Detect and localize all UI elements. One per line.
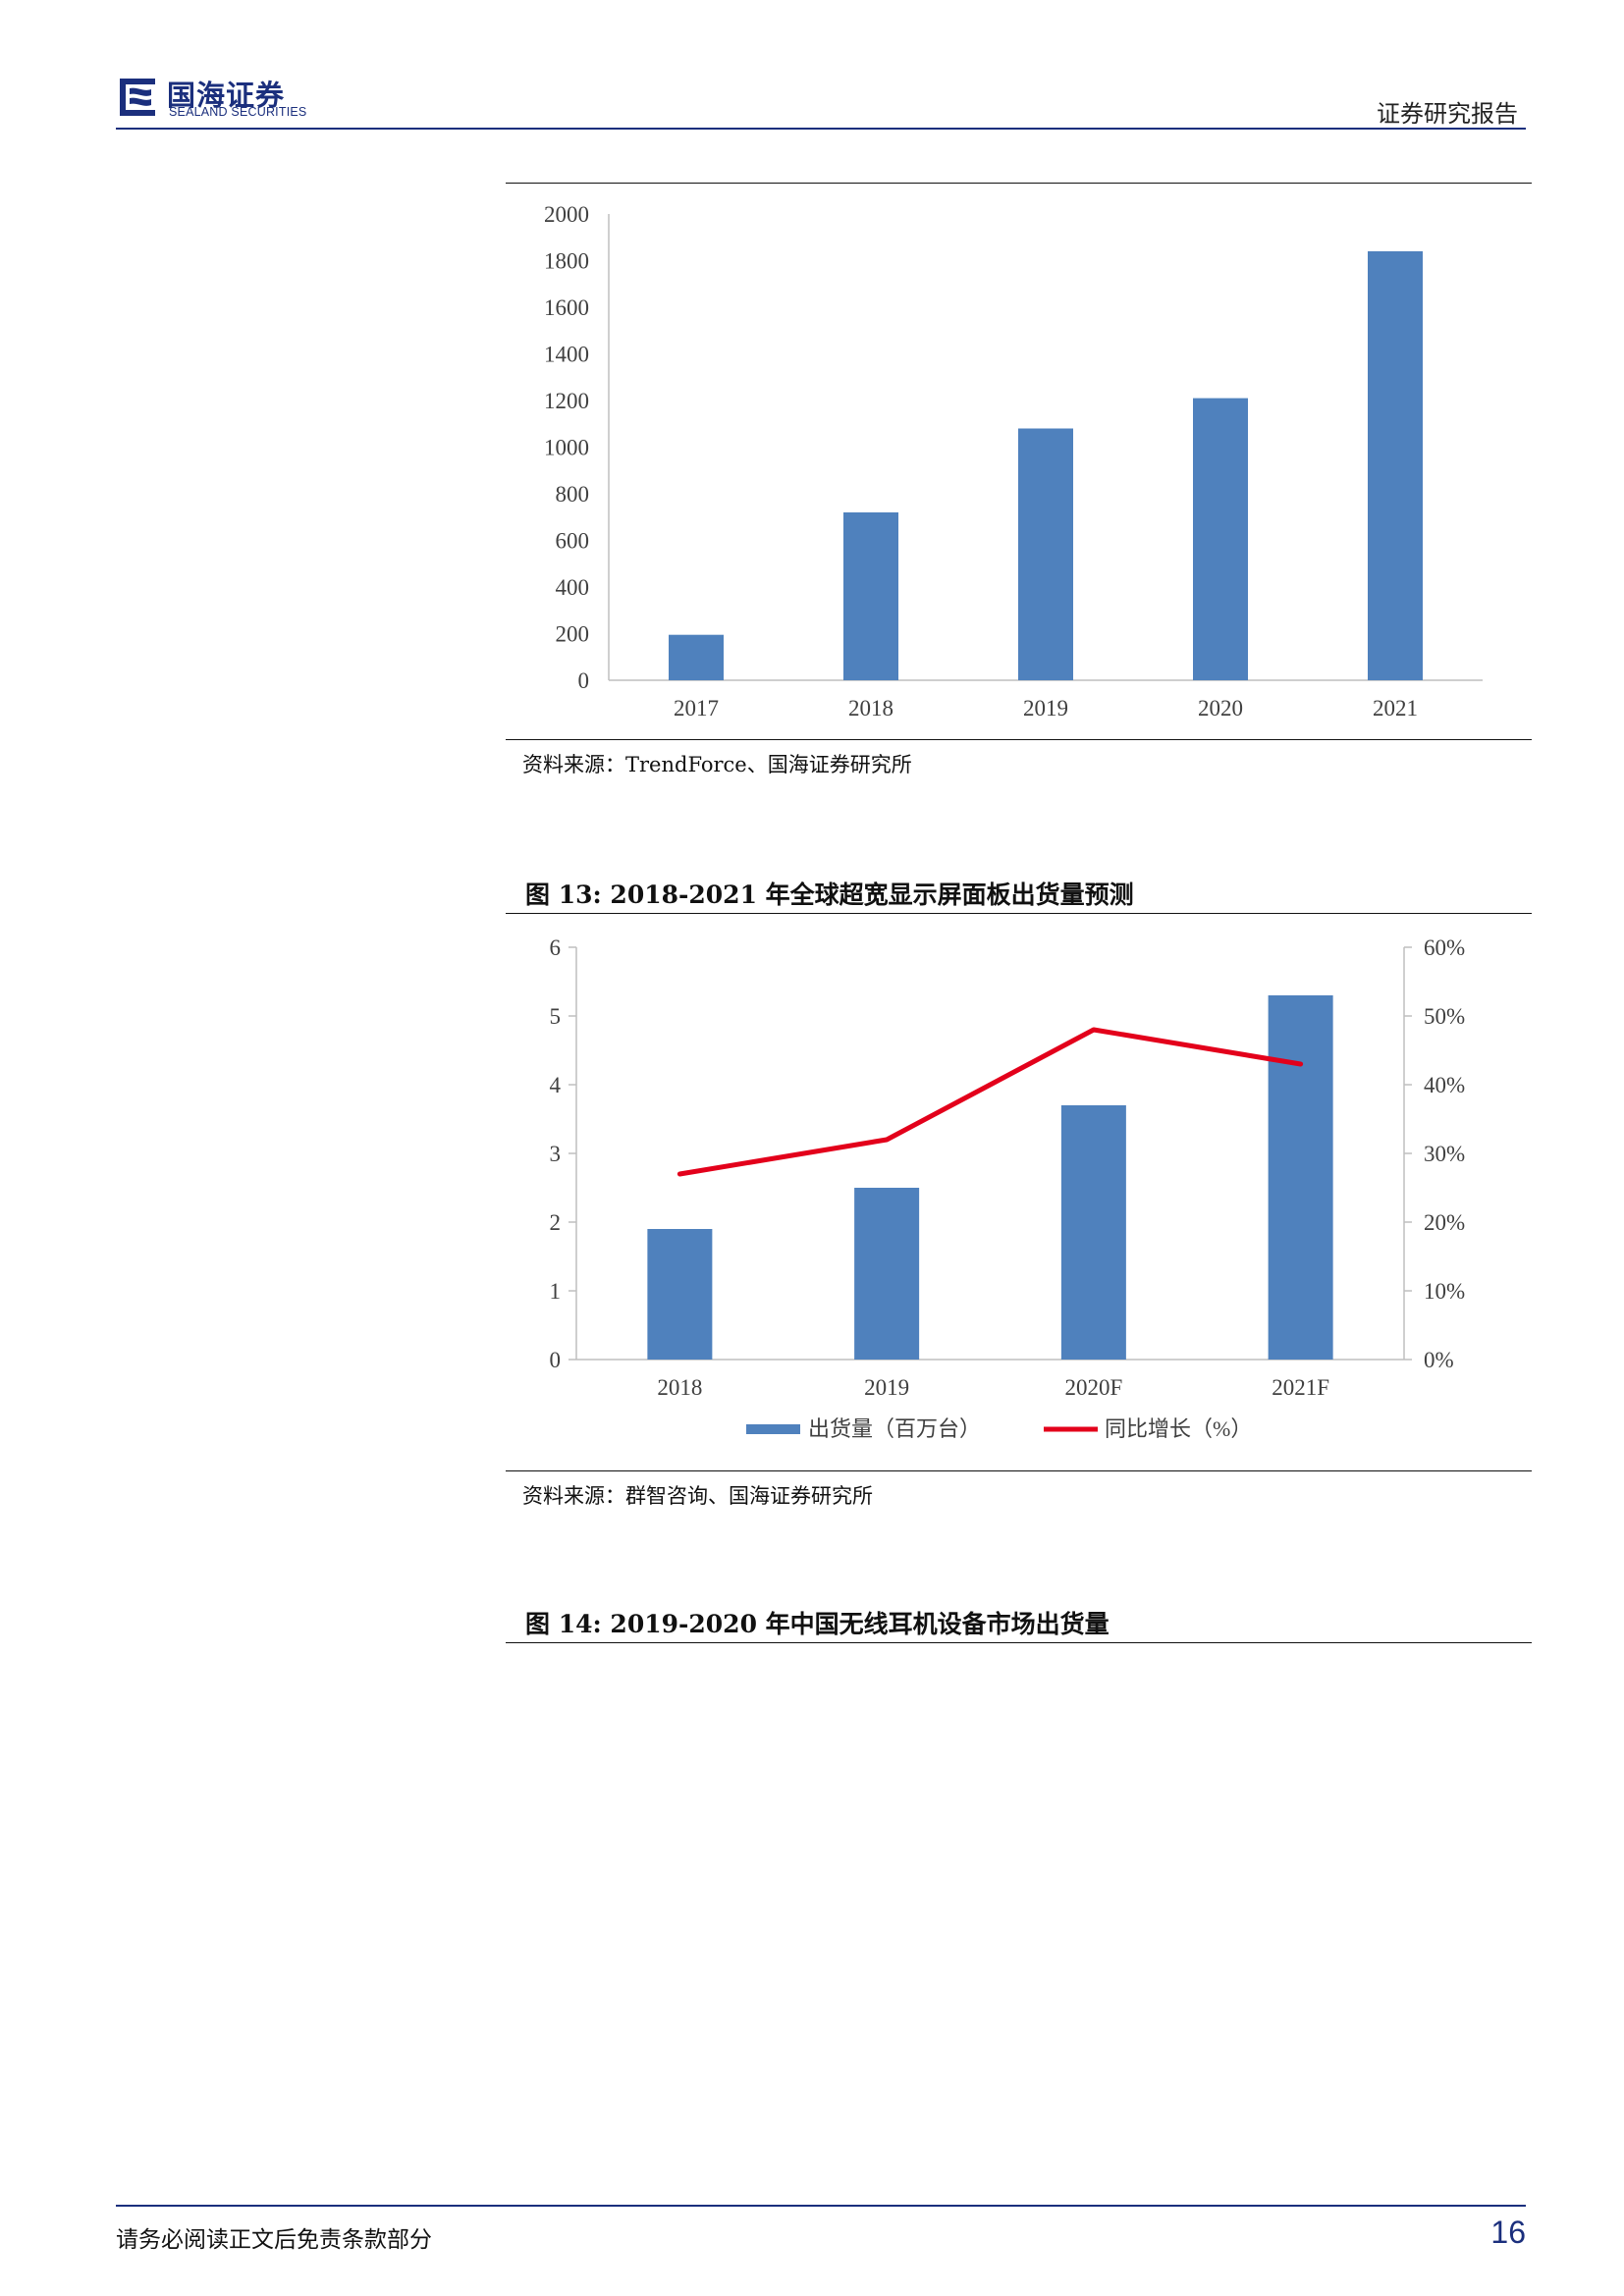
right-y-tick-label: 20%: [1424, 1210, 1465, 1235]
bar: [1268, 995, 1333, 1360]
figure14-top-rule: [506, 1642, 1532, 1643]
y-tick-label: 600: [556, 529, 590, 554]
y-tick-label: 800: [556, 482, 590, 507]
bar: [1368, 251, 1423, 680]
right-y-tick-label: 50%: [1424, 1004, 1465, 1029]
x-tick-label: 2019: [1023, 696, 1068, 721]
x-tick-label: 2020F: [1064, 1375, 1122, 1400]
figure13-bottom-rule: [506, 1470, 1532, 1471]
x-tick-label: 2017: [674, 696, 719, 721]
figure13-top-rule: [506, 913, 1532, 914]
y-tick-label: 1000: [544, 436, 589, 460]
right-y-tick-label: 30%: [1424, 1142, 1465, 1166]
figure14-title: 图 14: 2019-2020 年中国无线耳机设备市场出货量: [525, 1610, 1110, 1638]
figure13-source: 资料来源：群智咨询、国海证券研究所: [522, 1484, 873, 1508]
left-y-tick-label: 0: [550, 1348, 562, 1372]
right-y-tick-label: 60%: [1424, 935, 1465, 960]
y-tick-label: 0: [578, 668, 590, 693]
left-y-tick-label: 1: [550, 1279, 562, 1304]
left-y-tick-label: 5: [550, 1004, 562, 1029]
legend-line-label: 同比增长（%）: [1105, 1416, 1252, 1441]
y-tick-label: 400: [556, 575, 590, 600]
bar: [843, 512, 898, 680]
figure13-title: 图 13: 2018-2021 年全球超宽显示屏面板出货量预测: [525, 881, 1134, 909]
figure12-bottom-rule: [506, 739, 1532, 740]
sealand-logo: 国海证券 SEALAND SECURITIES: [116, 75, 322, 122]
brand-name-cn: 国海证券: [167, 79, 286, 112]
footer-disclaimer: 请务必阅读正文后免责条款部分: [116, 2227, 432, 2253]
right-y-tick-label: 40%: [1424, 1073, 1465, 1097]
x-tick-label: 2018: [848, 696, 893, 721]
legend-bar-swatch: [746, 1424, 800, 1434]
header-rule: [116, 128, 1526, 130]
y-tick-label: 2000: [544, 202, 589, 227]
footer-rule: [116, 2205, 1526, 2207]
x-tick-label: 2020: [1198, 696, 1243, 721]
bar: [669, 634, 724, 680]
left-y-tick-label: 3: [550, 1142, 562, 1166]
figure12-bar-chart: 0 200 400 600 800 1000 1200 1400 1600 1800 2000 201…: [544, 202, 1483, 721]
x-tick-label: 2021: [1373, 696, 1418, 721]
brand-name-en: SEALAND SECURITIES: [169, 105, 307, 119]
y-tick-label: 1800: [544, 249, 589, 274]
left-y-tick-label: 4: [550, 1073, 562, 1097]
bar: [1193, 398, 1248, 680]
bar: [854, 1188, 920, 1360]
x-tick-label: 2019: [864, 1375, 909, 1400]
figure13-chart: 0 1 2 3 4 5 6 0% 10% 20% 30% 40% 50% 60% 2018 2019 2020F…: [506, 915, 1532, 1469]
y-tick-label: 1400: [544, 343, 589, 367]
figure12-chart: 0 200 400 600 800 1000 1200 1400 1600 1800 2000 201…: [506, 187, 1532, 736]
page-number: 16: [1490, 2215, 1526, 2250]
left-y-tick-label: 2: [550, 1210, 562, 1235]
report-type: 证券研究报告: [1377, 100, 1518, 128]
y-tick-label: 1200: [544, 389, 589, 413]
y-tick-label: 1600: [544, 295, 589, 320]
figure12-source: 资料来源：TrendForce、国海证券研究所: [522, 753, 912, 776]
bar: [647, 1229, 713, 1360]
left-y-tick-label: 6: [550, 935, 562, 960]
sealand-logo-icon: [120, 79, 155, 116]
y-tick-label: 200: [556, 622, 590, 647]
figure12-top-rule: [506, 183, 1532, 184]
right-y-tick-label: 0%: [1424, 1348, 1454, 1372]
bar: [1018, 428, 1073, 680]
bar: [1060, 1105, 1126, 1360]
legend-bar-label: 出货量（百万台）: [808, 1416, 981, 1441]
right-y-tick-label: 10%: [1424, 1279, 1465, 1304]
growth-line: [677, 1027, 1304, 1177]
x-tick-label: 2021F: [1272, 1375, 1329, 1400]
x-tick-label: 2018: [657, 1375, 702, 1400]
